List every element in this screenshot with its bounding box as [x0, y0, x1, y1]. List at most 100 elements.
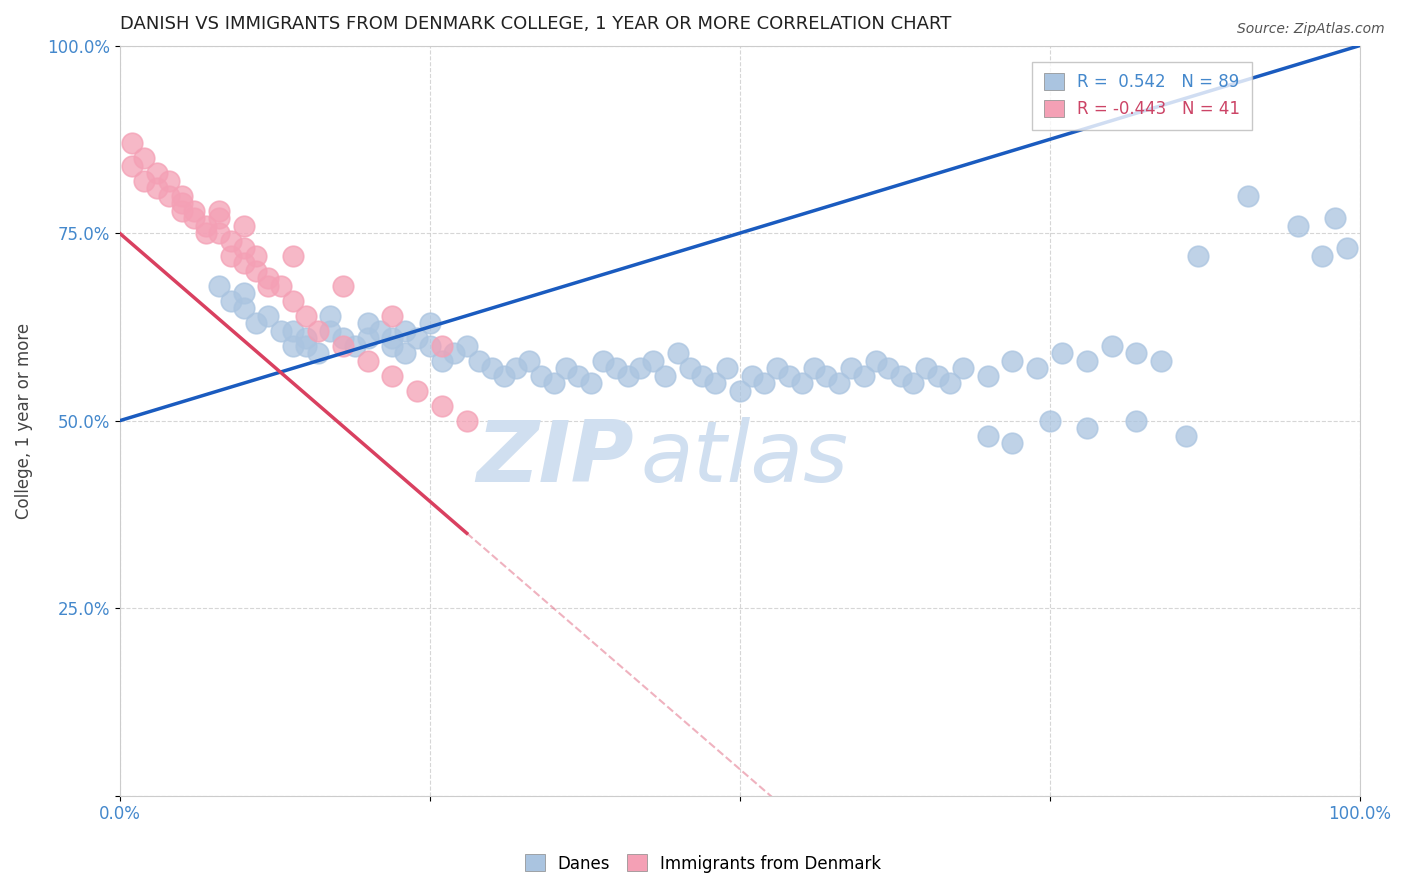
- Point: [332, 278, 354, 293]
- Point: [319, 324, 342, 338]
- Point: [505, 361, 527, 376]
- Point: [332, 339, 354, 353]
- Point: [307, 324, 329, 338]
- Point: [283, 339, 305, 353]
- Point: [1076, 421, 1098, 435]
- Point: [468, 353, 491, 368]
- Legend: Danes, Immigrants from Denmark: Danes, Immigrants from Denmark: [517, 847, 889, 880]
- Point: [157, 188, 180, 202]
- Point: [803, 361, 825, 376]
- Point: [430, 353, 453, 368]
- Point: [419, 339, 441, 353]
- Point: [1101, 339, 1123, 353]
- Point: [134, 151, 156, 165]
- Point: [741, 368, 763, 383]
- Point: [381, 368, 404, 383]
- Point: [1026, 361, 1049, 376]
- Point: [890, 368, 912, 383]
- Point: [1286, 219, 1309, 233]
- Legend: R =  0.542   N = 89, R = -0.443   N = 41: R = 0.542 N = 89, R = -0.443 N = 41: [1032, 62, 1251, 129]
- Point: [976, 428, 998, 442]
- Point: [443, 346, 465, 360]
- Point: [170, 196, 193, 211]
- Point: [530, 368, 553, 383]
- Point: [877, 361, 900, 376]
- Point: [170, 203, 193, 218]
- Point: [232, 286, 254, 301]
- Point: [245, 263, 267, 277]
- Point: [1038, 414, 1060, 428]
- Point: [332, 331, 354, 345]
- Point: [257, 278, 280, 293]
- Point: [492, 368, 515, 383]
- Point: [901, 376, 924, 391]
- Point: [394, 324, 416, 338]
- Point: [121, 136, 143, 151]
- Point: [543, 376, 565, 391]
- Point: [628, 361, 651, 376]
- Point: [257, 271, 280, 285]
- Point: [839, 361, 862, 376]
- Point: [567, 368, 589, 383]
- Point: [579, 376, 602, 391]
- Y-axis label: College, 1 year or more: College, 1 year or more: [15, 323, 32, 519]
- Point: [394, 346, 416, 360]
- Point: [765, 361, 787, 376]
- Point: [257, 309, 280, 323]
- Point: [778, 368, 800, 383]
- Text: DANISH VS IMMIGRANTS FROM DENMARK COLLEGE, 1 YEAR OR MORE CORRELATION CHART: DANISH VS IMMIGRANTS FROM DENMARK COLLEG…: [120, 15, 950, 33]
- Point: [219, 234, 242, 248]
- Point: [183, 211, 205, 226]
- Point: [1310, 249, 1333, 263]
- Point: [852, 368, 875, 383]
- Point: [703, 376, 725, 391]
- Point: [1001, 436, 1024, 450]
- Point: [1336, 241, 1358, 255]
- Point: [208, 203, 231, 218]
- Point: [344, 339, 367, 353]
- Point: [146, 181, 169, 195]
- Point: [121, 159, 143, 173]
- Point: [356, 316, 378, 330]
- Point: [368, 324, 391, 338]
- Point: [1001, 353, 1024, 368]
- Point: [406, 384, 429, 398]
- Point: [456, 339, 478, 353]
- Point: [617, 368, 640, 383]
- Point: [430, 399, 453, 413]
- Text: ZIP: ZIP: [477, 417, 634, 500]
- Point: [283, 293, 305, 308]
- Point: [319, 309, 342, 323]
- Point: [307, 346, 329, 360]
- Point: [270, 324, 292, 338]
- Point: [183, 203, 205, 218]
- Point: [456, 414, 478, 428]
- Point: [134, 174, 156, 188]
- Point: [939, 376, 962, 391]
- Point: [679, 361, 702, 376]
- Point: [381, 331, 404, 345]
- Point: [1150, 353, 1173, 368]
- Point: [381, 309, 404, 323]
- Point: [245, 249, 267, 263]
- Text: Source: ZipAtlas.com: Source: ZipAtlas.com: [1237, 22, 1385, 37]
- Point: [555, 361, 578, 376]
- Point: [754, 376, 776, 391]
- Point: [865, 353, 887, 368]
- Point: [283, 324, 305, 338]
- Point: [356, 353, 378, 368]
- Point: [219, 293, 242, 308]
- Point: [828, 376, 851, 391]
- Point: [481, 361, 503, 376]
- Point: [815, 368, 838, 383]
- Point: [419, 316, 441, 330]
- Point: [716, 361, 738, 376]
- Point: [1187, 249, 1209, 263]
- Point: [232, 219, 254, 233]
- Point: [976, 368, 998, 383]
- Point: [952, 361, 974, 376]
- Point: [294, 331, 316, 345]
- Point: [1323, 211, 1346, 226]
- Point: [592, 353, 614, 368]
- Point: [914, 361, 936, 376]
